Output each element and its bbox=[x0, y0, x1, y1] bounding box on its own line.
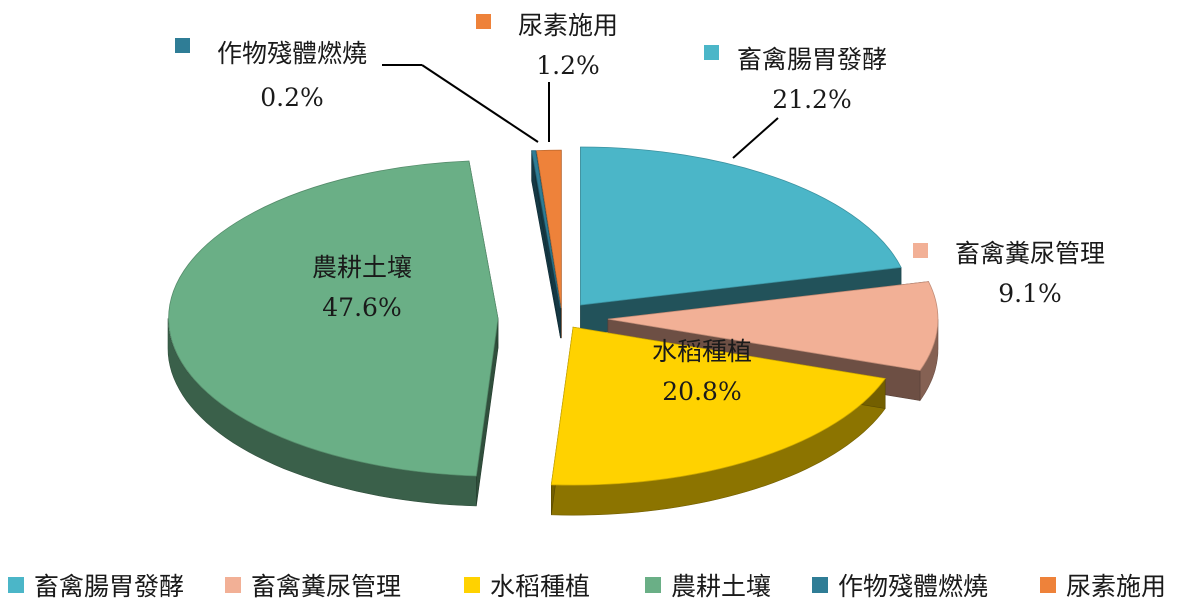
slice-2 bbox=[550, 326, 886, 486]
label-swatch-0 bbox=[704, 45, 719, 60]
leader-line-0 bbox=[732, 117, 779, 159]
legend-label-4: 作物殘體燃燒 bbox=[838, 572, 989, 601]
legend-swatch-5 bbox=[1040, 577, 1056, 593]
slice-category-label-0: 畜禽腸胃發酵 bbox=[737, 45, 887, 74]
slice-3 bbox=[168, 160, 499, 477]
legend-item-0: 畜禽腸胃發酵 bbox=[8, 570, 185, 601]
slice-percent-label-5: 1.2% bbox=[536, 51, 600, 80]
legend-label-5: 尿素施用 bbox=[1066, 572, 1167, 601]
legend-label-0: 畜禽腸胃發酵 bbox=[34, 572, 185, 601]
slice-percent-label-1: 9.1% bbox=[998, 279, 1062, 308]
legend-item-5: 尿素施用 bbox=[1040, 570, 1167, 601]
legend-item-2: 水稻種植 bbox=[464, 570, 591, 601]
slice-category-label-4: 作物殘體燃燒 bbox=[217, 39, 367, 68]
legend-swatch-2 bbox=[464, 577, 480, 593]
slice-category-label-1: 畜禽糞尿管理 bbox=[955, 239, 1105, 268]
legend-item-1: 畜禽糞尿管理 bbox=[225, 570, 402, 601]
slice-5 bbox=[536, 149, 562, 309]
legend-label-1: 畜禽糞尿管理 bbox=[251, 572, 402, 601]
slice-category-label-3: 農耕土壤 bbox=[312, 253, 412, 282]
pie-chart-svg: 畜禽腸胃發酵 21.2% 畜禽糞尿管理 9.1% 水稻種植 20.8% 農耕土壤 47.6% 作… bbox=[167, 11, 1105, 516]
label-swatch-1 bbox=[913, 243, 928, 258]
legend-swatch-4 bbox=[812, 577, 828, 593]
label-swatch-4 bbox=[175, 38, 190, 53]
legend-swatch-3 bbox=[645, 577, 661, 593]
label-swatch-5 bbox=[476, 14, 491, 29]
legend-item-4: 作物殘體燃燒 bbox=[812, 570, 989, 601]
slice-percent-label-4: 0.2% bbox=[260, 83, 324, 112]
legend-label-2: 水稻種植 bbox=[490, 572, 591, 601]
slice-category-label-5: 尿素施用 bbox=[518, 11, 618, 40]
slice-percent-label-0: 21.2% bbox=[772, 85, 851, 114]
legend-swatch-1 bbox=[225, 577, 241, 593]
legend-label-3: 農耕土壤 bbox=[671, 572, 772, 601]
slice-category-label-2: 水稻種植 bbox=[652, 337, 752, 366]
legend-swatch-0 bbox=[8, 577, 24, 593]
legend-item-3: 農耕土壤 bbox=[645, 570, 772, 601]
leader-line-4a bbox=[421, 64, 539, 143]
slice-percent-label-3: 47.6% bbox=[322, 293, 401, 322]
chart-legend: 畜禽腸胃發酵 畜禽糞尿管理 水稻種植 農耕土壤 作物殘體燃燒 尿素施用 bbox=[0, 560, 1200, 608]
slice-4 bbox=[531, 150, 561, 309]
slice-0 bbox=[580, 146, 902, 306]
slice-1 bbox=[607, 281, 939, 371]
slice-percent-label-2: 20.8% bbox=[662, 377, 741, 406]
